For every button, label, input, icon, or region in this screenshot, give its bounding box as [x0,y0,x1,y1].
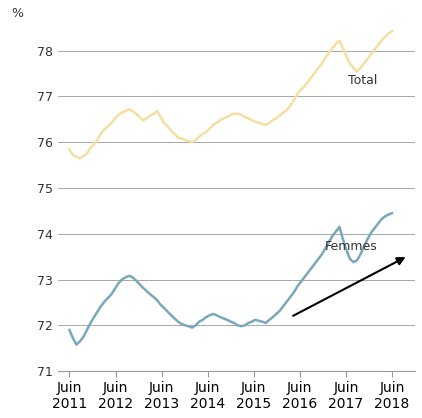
Text: Femmes: Femmes [325,240,378,253]
Text: %: % [11,7,24,20]
Text: Total: Total [348,74,378,87]
